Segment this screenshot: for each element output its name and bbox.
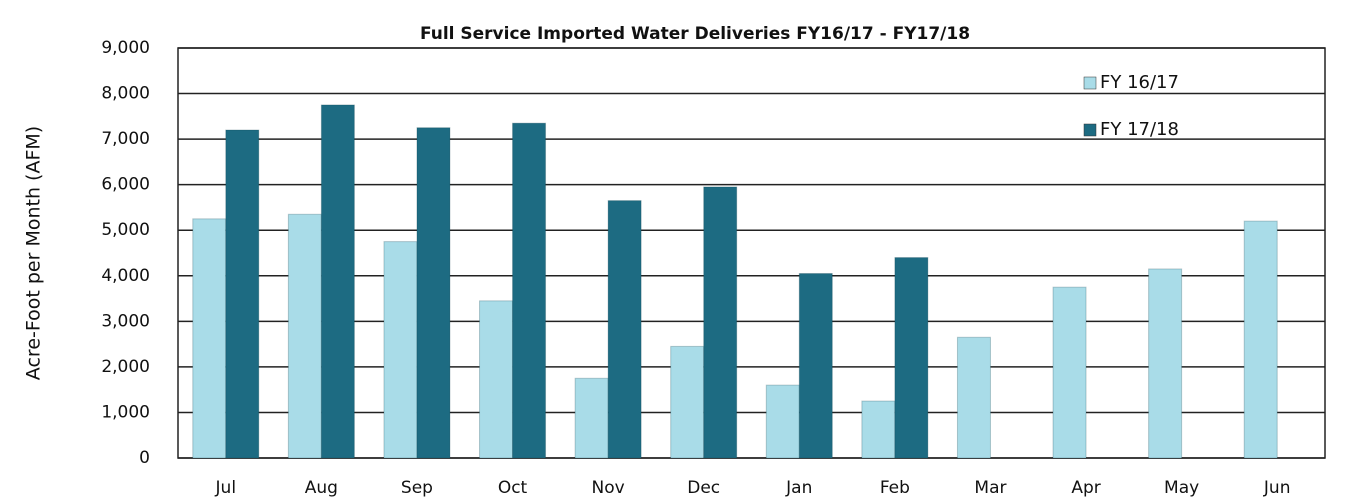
- y-axis-label: Acre-Foot per Month (AFM): [23, 126, 45, 380]
- x-tick-label: Sep: [401, 478, 433, 498]
- bar: [1243, 220, 1278, 459]
- y-tick-label: 7,000: [101, 129, 150, 149]
- x-tick-label: May: [1164, 478, 1199, 498]
- legend-label: FY 17/18: [1100, 119, 1179, 140]
- bar: [861, 400, 896, 459]
- x-tick-label: Nov: [592, 478, 625, 498]
- legend-swatch: [1083, 76, 1097, 90]
- y-tick-label: 4,000: [101, 266, 150, 286]
- y-tick-label: 6,000: [101, 175, 150, 195]
- y-tick-label: 5,000: [101, 220, 150, 240]
- x-tick-label: Mar: [974, 478, 1006, 498]
- bar: [479, 300, 514, 459]
- bar: [798, 273, 833, 459]
- x-tick-label: Jun: [1263, 478, 1291, 498]
- bar: [956, 336, 991, 459]
- x-tick-label: Oct: [498, 478, 528, 498]
- bar: [894, 257, 929, 459]
- y-tick-label: 0: [139, 448, 150, 468]
- bar: [287, 213, 322, 459]
- x-tick-label: Feb: [880, 478, 910, 498]
- x-tick-label: Jul: [215, 478, 237, 498]
- bar: [765, 384, 800, 459]
- x-tick-label: Aug: [305, 478, 338, 498]
- x-tick-label: Jan: [785, 478, 812, 498]
- legend-swatch: [1083, 123, 1097, 137]
- bar: [512, 122, 547, 459]
- bar: [320, 104, 355, 459]
- y-tick-label: 9,000: [101, 38, 150, 58]
- bar: [1148, 268, 1183, 459]
- bar: [383, 241, 418, 459]
- legend-label: FY 16/17: [1100, 72, 1179, 93]
- y-tick-label: 1,000: [101, 402, 150, 422]
- bar: [574, 377, 609, 459]
- y-tick-label: 3,000: [101, 311, 150, 331]
- x-tick-label: Dec: [687, 478, 720, 498]
- x-tick-label: Apr: [1071, 478, 1100, 498]
- y-tick-label: 8,000: [101, 84, 150, 104]
- bar: [1052, 286, 1087, 459]
- bar: [670, 345, 705, 459]
- chart-title: Full Service Imported Water Deliveries F…: [420, 24, 970, 44]
- bar: [192, 218, 227, 459]
- bar: [225, 129, 260, 459]
- bar: [703, 186, 738, 459]
- bar: [416, 127, 451, 459]
- y-tick-label: 2,000: [101, 357, 150, 377]
- bar: [607, 200, 642, 459]
